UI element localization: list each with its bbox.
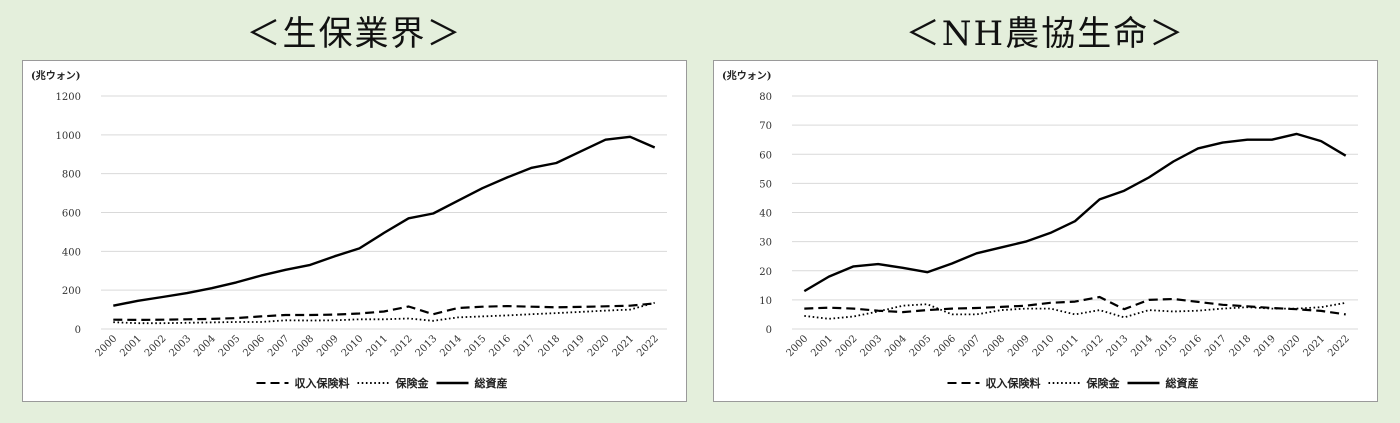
x-tick-label: 2006 <box>932 333 958 359</box>
x-tick-label: 2014 <box>438 333 464 359</box>
x-tick-label: 2011 <box>364 333 390 359</box>
x-tick-label: 2022 <box>635 333 661 359</box>
x-tick-label: 2002 <box>834 333 860 359</box>
x-tick-label: 2012 <box>389 333 415 359</box>
series-line-dashed <box>804 295 1346 316</box>
y-tick-label: 60 <box>759 150 772 161</box>
line-chart-nh: (兆ウォン)0102030405060708020002001200220032… <box>722 69 1358 390</box>
x-tick-label: 2000 <box>94 333 120 359</box>
x-tick-label: 2008 <box>291 333 317 359</box>
legend-item: 総資産 <box>436 376 508 390</box>
series-line-dotted <box>804 301 1346 320</box>
y-tick-label: 70 <box>759 121 772 132</box>
x-tick-label: 2017 <box>1203 333 1229 359</box>
series-line-dotted <box>113 301 655 325</box>
y-tick-label: 0 <box>766 325 772 336</box>
x-tick-label: 2021 <box>610 333 636 359</box>
x-tick-label: 2002 <box>143 333 169 359</box>
x-tick-label: 2015 <box>463 333 489 359</box>
x-tick-label: 2006 <box>241 333 267 359</box>
series-line-solid <box>113 135 656 307</box>
x-tick-label: 2015 <box>1154 333 1180 359</box>
y-tick-label: 800 <box>62 170 81 181</box>
legend-label: 収入保険料 <box>295 376 350 390</box>
x-tick-label: 2013 <box>1105 333 1131 359</box>
x-tick-label: 2001 <box>809 333 835 359</box>
chart-container: (兆ウォン) 0 200 400 600 800 1000 1200 2000 2001 2002 2… <box>22 60 687 402</box>
y-tick-label: 50 <box>759 179 772 190</box>
x-tick-label: 2020 <box>586 333 612 359</box>
x-tick-label: 2003 <box>167 333 193 359</box>
x-tick-label: 2014 <box>1129 333 1155 359</box>
legend-label: 保険金 <box>1086 376 1121 390</box>
y-tick-label: 0 <box>75 325 81 336</box>
panel-title: ＜生保業界＞ <box>246 14 463 54</box>
legend-item: 収入保険料 <box>947 376 1041 390</box>
unit-label: (兆ウォン) <box>31 69 80 82</box>
legend-item: 収入保険料 <box>256 376 350 390</box>
y-tick-label: 40 <box>759 209 772 220</box>
x-tick-label: 2008 <box>982 333 1008 359</box>
x-tick-label: 2004 <box>883 333 909 359</box>
series-line-dashed <box>113 302 655 321</box>
unit-label: (兆ウォン) <box>722 69 771 82</box>
x-tick-label: 2018 <box>1228 333 1254 359</box>
chart-container: (兆ウォン) 0 10 20 30 40 50 60 70 80 2000 2001 2002 2003 2… <box>713 60 1378 402</box>
panel-life-insurance-industry: ＜生保業界＞ (兆ウォン) 0 200 400 600 800 1000 1200 2000 20… <box>22 0 687 423</box>
x-tick-label: 2018 <box>537 333 563 359</box>
y-tick-label: 200 <box>62 286 81 297</box>
x-tick-label: 2003 <box>858 333 884 359</box>
series-line-solid <box>803 132 1347 293</box>
x-tick-label: 2010 <box>1031 333 1057 359</box>
x-tick-label: 2016 <box>1178 333 1204 359</box>
legend-item: 総資産 <box>1127 376 1199 390</box>
x-tick-label: 2022 <box>1326 333 1352 359</box>
x-tick-label: 2001 <box>118 333 144 359</box>
x-tick-label: 2000 <box>785 333 811 359</box>
x-tick-label: 2007 <box>266 333 292 359</box>
y-tick-label: 30 <box>759 238 772 249</box>
legend-item: 保険金 <box>1048 376 1121 390</box>
x-tick-label: 2017 <box>512 333 538 359</box>
panel-nh-nonghyup-life: ＜NH農協生命＞ (兆ウォン) 0 10 20 30 40 50 60 70 80 2000 2001… <box>713 0 1378 423</box>
x-tick-label: 2012 <box>1080 333 1106 359</box>
x-tick-label: 2021 <box>1301 333 1327 359</box>
x-tick-label: 2005 <box>217 333 243 359</box>
y-tick-label: 600 <box>62 209 81 220</box>
x-tick-label: 2009 <box>315 333 341 359</box>
y-tick-label: 400 <box>62 247 81 258</box>
x-tick-label: 2011 <box>1055 333 1081 359</box>
legend-label: 総資産 <box>1166 376 1199 390</box>
y-tick-label: 10 <box>759 296 772 307</box>
x-tick-label: 2020 <box>1277 333 1303 359</box>
y-tick-label: 1000 <box>56 131 81 142</box>
panel-title: ＜NH農協生命＞ <box>905 14 1186 54</box>
x-tick-label: 2019 <box>1252 333 1278 359</box>
legend-label: 総資産 <box>475 376 508 390</box>
legend-label: 収入保険料 <box>986 376 1041 390</box>
x-tick-label: 2004 <box>192 333 218 359</box>
x-tick-label: 2019 <box>561 333 587 359</box>
x-tick-label: 2009 <box>1006 333 1032 359</box>
x-tick-label: 2005 <box>908 333 934 359</box>
y-tick-label: 20 <box>759 267 772 278</box>
y-tick-label: 80 <box>759 92 772 103</box>
y-tick-label: 1200 <box>56 92 81 103</box>
legend-item: 保険金 <box>357 376 430 390</box>
x-tick-label: 2010 <box>340 333 366 359</box>
line-chart-industry: (兆ウォン)0200400600800100012002000200120022… <box>31 69 667 390</box>
x-tick-label: 2013 <box>414 333 440 359</box>
x-tick-label: 2016 <box>487 333 513 359</box>
legend-label: 保険金 <box>395 376 430 390</box>
x-tick-label: 2007 <box>957 333 983 359</box>
